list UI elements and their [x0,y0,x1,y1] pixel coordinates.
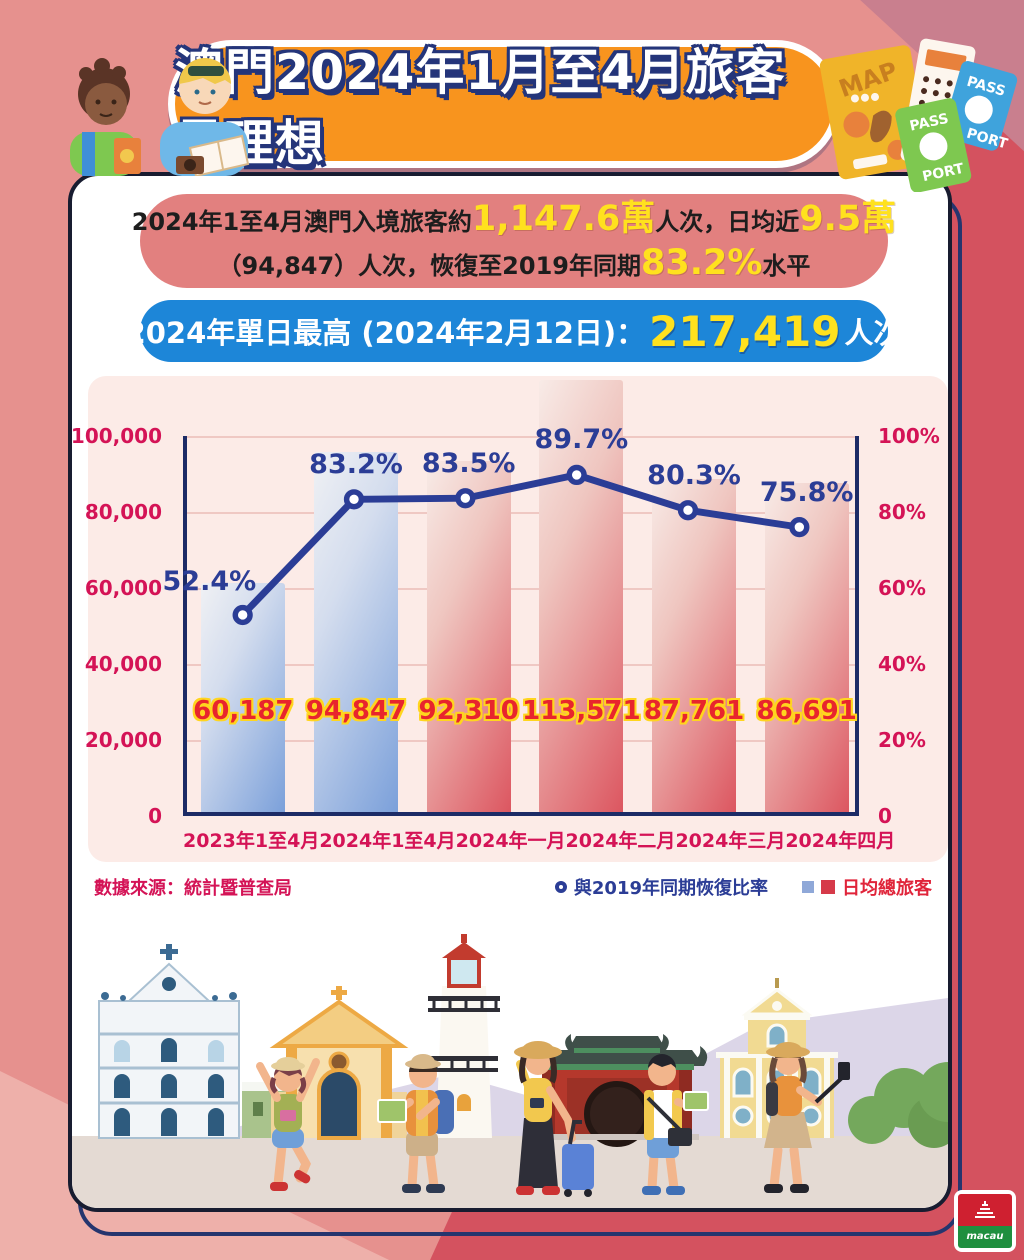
y-left-tick: 0 [148,804,162,828]
legend-bar-item: 日均總旅客 [802,874,932,900]
passport-green-icon: PASS PORT [895,98,972,192]
bar-blue-swatch-icon [802,881,814,893]
bar-2024年二月 [539,380,624,812]
tourists-illustration [70,58,250,176]
gridline [187,436,855,438]
line-point-marker [789,516,810,538]
line-marker-icon [554,881,567,893]
summary-highlight-recovery: 83.2% [640,243,763,283]
bar-2024年1至4月 [314,451,398,812]
x-axis-label: 2024年三月 [675,830,786,852]
tourist-jumping-woman [256,1057,320,1191]
summary-highlight-daily: 9.5萬 [799,199,897,239]
summary-line-2: （94,847）人次，恢復至2019年同期83.2%水平 [218,242,811,284]
x-axis-label: 2023年1至4月 [183,830,320,852]
ground [72,1136,948,1208]
title-banner: 澳門2024年1月至4月旅客量理想 [168,40,840,172]
record-value: 217,419 [649,306,841,356]
bar-value-label: 86,691 [756,696,857,726]
summary-seg2: 人次，日均近 [655,208,800,236]
y-left-tick: 80,000 [84,500,162,524]
y-left-tick: 40,000 [84,652,162,676]
line-point-label: 80.3% [647,459,741,491]
record-suffix: 人次 [844,316,903,350]
bar-value-label: 87,761 [643,696,745,726]
line-point-marker [566,464,587,486]
bar-value-label: 92,310 [418,696,519,726]
summary-seg1: 2024年1至4月澳門入境旅客約 [131,208,472,236]
y-right-tick: 40% [878,652,926,676]
tourist-left [70,58,141,176]
logo-facade-icon [958,1194,1012,1227]
summary-seg3: （94,847）人次，恢復至2019年同期 [217,252,641,280]
y-axis-right: 100% 80% 60% 40% 20% 0 [870,424,946,828]
chart-panel: 100,000 80,000 60,000 40,000 20,000 0 100% 80%… [72,376,948,862]
line-point-marker [232,604,253,626]
yellow-church [269,986,409,1140]
plot-area: 60,187 94,847 92,310 113,571 87,761 86,691 52.… [162,380,859,816]
bar-2024年三月 [652,478,736,812]
summary-seg4: 水平 [762,252,811,280]
tourist-woman-suitcase [514,1041,594,1197]
x-axis-label: 2024年二月 [565,830,676,852]
y-right-tick: 80% [878,500,926,524]
recovery-line-chart [232,464,810,626]
bar-2024年四月 [764,482,849,812]
y-right-tick: 0 [878,804,892,828]
line-point-marker [455,488,476,509]
gridline [187,512,855,514]
line-point-marker [343,489,365,510]
line-point-label: 83.2% [309,448,403,480]
tourist-backpacker-man [377,1054,454,1193]
record-box: 2024年單日最高 (2024年2月12日)： 217,419 人次 [126,300,902,362]
y-left-tick: 60,000 [84,576,162,600]
ruins-of-st-pauls [98,944,240,1139]
line-point-label: 75.8% [759,476,854,508]
x-axis-label: 2024年四月 [785,830,896,852]
bar-red-swatch-icon [821,880,835,894]
legend-line-label: 與2019年同期恢復比率 [573,878,768,899]
summary-box: 2024年1至4月澳門入境旅客約1,147.6萬人次，日均近9.5萬 （94,8… [132,194,896,288]
bushes [848,1062,948,1148]
summary-line-1: 2024年1至4月澳門入境旅客約1,147.6萬人次，日均近9.5萬 [132,198,897,240]
page-title: 澳門2024年1月至4月旅客量理想 [175,44,786,172]
logo-wordmark: macau [958,1226,1012,1248]
legend-row: 數據來源：統計暨普查局 與2019年同期恢復比率 日均總旅客 [94,870,932,904]
content-card: 2024年1至4月澳門入境旅客約1,147.6萬人次，日均近9.5萬 （94,8… [68,172,952,1212]
macau-tourism-logo: macau [954,1190,1016,1252]
y-right-tick: 20% [878,728,926,752]
travel-items-illustration: MAP PASS PORT PASS PORT [819,38,1018,192]
x-axis-label: 2024年1至4月 [319,830,456,852]
gridline [187,740,855,742]
y-right-tick: 100% [878,424,940,448]
tourist-selfie-woman [764,1042,850,1193]
y-left-tick: 100,000 [70,424,162,448]
legend-line-item: 與2019年同期恢復比率 [554,874,768,900]
bar-value-label: 60,187 [193,696,294,726]
legend-bar-label: 日均總旅客 [842,878,932,899]
line-point-label: 89.7% [534,424,629,456]
cityscape-illustration [72,934,948,1208]
bar-value-label: 113,571 [522,696,641,726]
y-right-tick: 60% [878,576,926,600]
y-left-tick: 20,000 [84,728,162,752]
bar-value-label: 94,847 [305,696,407,726]
tourist-map-man [642,1054,709,1195]
y-axis-left: 100,000 80,000 60,000 40,000 20,000 0 [72,424,172,828]
record-prefix: 2024年單日最高 (2024年2月12日)： [125,316,646,350]
x-axis-labels: 2023年1至4月 2024年1至4月 2024年一月 2024年二月 2024年三月 2… [183,826,895,853]
logo-text: macau [966,1231,1004,1243]
gridline [187,664,855,666]
line-point-label: 52.4% [162,565,257,597]
summary-highlight-total: 1,147.6萬 [471,199,656,239]
bar-2024年一月 [426,461,511,812]
source-note: 數據來源：統計暨普查局 [94,878,292,899]
x-axis-label: 2024年一月 [455,830,566,852]
line-point-label: 83.5% [421,447,516,479]
gridline [187,588,855,590]
line-point-marker [677,500,699,521]
tourist-right [160,58,250,176]
legend-group: 與2019年同期恢復比率 日均總旅客 [554,874,932,900]
